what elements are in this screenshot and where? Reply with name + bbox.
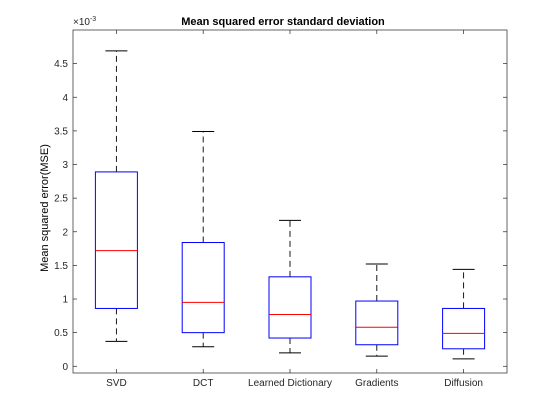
box-diffusion [442, 268, 486, 360]
y-tick-label: 2.5 [54, 194, 68, 205]
iqr-box [94, 171, 138, 309]
boxes-group [94, 50, 486, 360]
x-tick-label: Diffusion [444, 378, 483, 389]
y-axis-exponent-label: ×10-3 [73, 16, 96, 28]
iqr-box [268, 276, 312, 339]
y-axis-exponent-base: ×10-3 [73, 16, 96, 28]
iqr-box [181, 242, 225, 334]
box-dct [181, 131, 225, 348]
y-tick-label: 0.5 [54, 328, 68, 339]
y-tick-label: 0 [62, 362, 68, 373]
y-axis-ticks: 0 0.5 1 1.5 2 2.5 3 3.5 4 4.5 [54, 59, 507, 373]
y-tick-label: 3 [62, 160, 68, 171]
y-tick-label: 1 [62, 295, 68, 306]
y-tick-label: 2 [62, 227, 68, 238]
y-tick-label: 3.5 [54, 126, 68, 137]
y-tick-label: 4.5 [54, 59, 68, 70]
iqr-box [355, 300, 399, 346]
y-axis-label: Mean squared error(MSE) [39, 144, 51, 272]
x-axis-ticks: SVD DCT Learned Dictionary Gradients Diffusi… [106, 30, 483, 389]
box-learned-dictionary [268, 219, 312, 354]
iqr-box [442, 307, 486, 350]
chart-title: Mean squared error standard deviation [181, 16, 385, 28]
x-tick-label: Gradients [355, 378, 398, 389]
plot-area [72, 29, 508, 374]
x-tick-label: Learned Dictionary [248, 378, 332, 389]
x-tick-label: SVD [106, 378, 127, 389]
box-svd [94, 50, 138, 342]
y-tick-label: 1.5 [54, 261, 68, 272]
y-tick-label: 4 [62, 93, 68, 104]
box-gradients [355, 263, 399, 357]
x-tick-label: DCT [193, 378, 214, 389]
